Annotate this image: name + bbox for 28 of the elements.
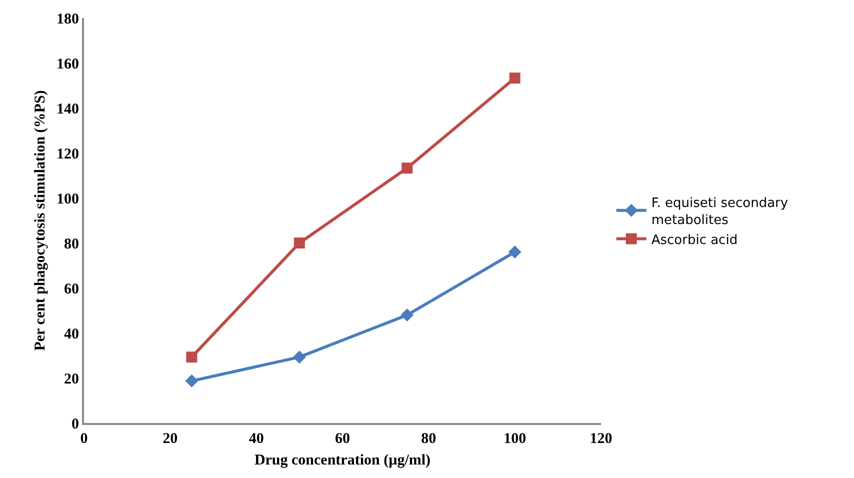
x-tick-label: 60 [335, 431, 350, 447]
y-tick-label: 60 [64, 281, 79, 298]
point [294, 238, 305, 248]
x-tick-label: 80 [421, 431, 436, 447]
x-tick-label: 40 [248, 431, 264, 447]
y-tick-label: 0 [72, 416, 79, 432]
y-tick-label: 40 [64, 326, 79, 342]
point [402, 162, 413, 174]
point [508, 246, 522, 258]
x-tick-label: 20 [162, 431, 178, 447]
y-axis-title: Per cent phagocytosis stimulation (%PS) [32, 90, 48, 351]
point [292, 350, 306, 364]
x-tick-label: 120 [590, 431, 612, 447]
y-tick-label: 180 [56, 11, 79, 28]
legend-label: F. equiseti secondary metabolites [651, 196, 788, 228]
y-tick-label: 80 [64, 236, 79, 252]
point [400, 308, 414, 322]
legend-label: Ascorbic acid [651, 232, 738, 248]
y-tick-label: 140 [56, 101, 79, 118]
x-axis-title: Drug concentration (µg/ml) [254, 452, 431, 468]
point [185, 374, 198, 388]
y-tick-label: 160 [56, 56, 79, 72]
x-tick-label: 100 [504, 431, 526, 447]
y-tick-label: 100 [56, 191, 79, 208]
y-tick-label: 20 [64, 371, 79, 388]
y-tick-label: 120 [56, 146, 79, 162]
point [509, 72, 520, 84]
point [186, 352, 198, 363]
